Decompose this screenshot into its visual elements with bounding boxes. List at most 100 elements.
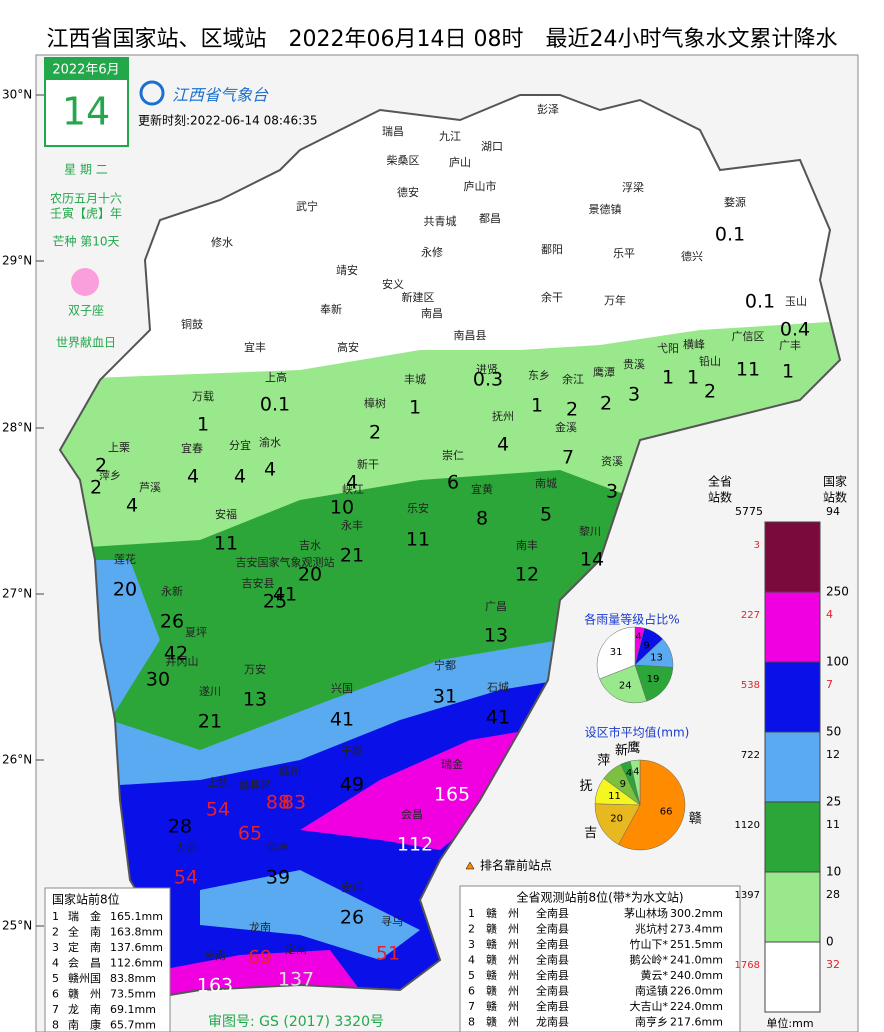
- table-cell: 南迳镇: [635, 984, 668, 998]
- rain-amount: 21: [340, 545, 364, 567]
- place-name: 遂川: [199, 684, 221, 698]
- table-cell: 3: [52, 941, 59, 954]
- table-cell: 300.2mm: [670, 907, 723, 920]
- pie-name: 鹰: [627, 740, 640, 756]
- rain-amount: 8: [476, 508, 488, 530]
- rain-amount: 14: [580, 549, 604, 571]
- place-name: 分宜: [229, 438, 251, 452]
- place-name: 吉水: [299, 539, 321, 552]
- place-name: 鄱阳: [541, 243, 563, 256]
- table-cell: 217.6mm: [670, 1016, 723, 1029]
- place-name: 宜黄: [471, 482, 493, 496]
- pie-name: 萍: [597, 754, 610, 769]
- table-cell: 龙 南: [68, 1003, 101, 1016]
- table-cell: 全南县: [536, 922, 569, 936]
- pie-name: 吉: [584, 826, 597, 841]
- rain-amount: 20: [298, 564, 322, 586]
- national-count: 4: [826, 608, 833, 621]
- place-name: 宜丰: [244, 340, 266, 354]
- rain-amount: 4: [126, 495, 138, 517]
- table-title: 全省观测站前8位(带*为水文站): [517, 890, 684, 905]
- pie-value: 31: [610, 647, 623, 658]
- national-table: [44, 887, 171, 1032]
- table-cell: 鹅公岭*: [630, 953, 669, 967]
- zodiac: 双子座: [68, 303, 104, 318]
- rain-amount: 3: [628, 384, 640, 406]
- national-count: 28: [826, 888, 840, 901]
- place-name: 永新: [161, 584, 183, 598]
- rain-amount: 4: [187, 466, 199, 488]
- pie-value: 66: [660, 807, 673, 818]
- logo-icon: [139, 80, 165, 106]
- table-cell: 瑞 金: [68, 909, 101, 923]
- lunar: 农历五月十六: [50, 192, 122, 206]
- place-name: 定南: [285, 942, 307, 956]
- legend-band: [764, 871, 821, 943]
- table-cell: 224.0mm: [670, 1000, 723, 1013]
- place-name: 芦溪: [139, 481, 161, 494]
- rain-amount: 26: [340, 907, 364, 929]
- table-cell: 全南县: [536, 984, 569, 998]
- place-name: 兴国: [331, 682, 353, 695]
- place-name: 湖口: [481, 140, 503, 153]
- table-cell: 8: [468, 1016, 475, 1029]
- place-name: 莲花: [114, 553, 136, 566]
- place-name: 于都: [341, 745, 363, 758]
- place-name: 安远: [341, 880, 363, 894]
- place-name: 夏坪: [185, 626, 207, 639]
- place-name: 吉安县: [242, 576, 275, 590]
- place-name: 高安: [337, 340, 359, 354]
- table-cell: 1: [52, 910, 59, 923]
- table-cell: 1: [468, 907, 475, 920]
- place-name: 吉安国家气象观测站: [236, 555, 335, 569]
- table-cell: 赣州国: [68, 971, 101, 985]
- table-cell: 273.4mm: [670, 923, 723, 936]
- lat-label: 28°N: [2, 421, 32, 435]
- table-cell: 8: [52, 1019, 59, 1032]
- place-name: 黎川: [579, 524, 601, 538]
- threshold: 50: [826, 725, 841, 739]
- table-cell: 全南县: [536, 968, 569, 982]
- rain-amount: 2: [369, 422, 381, 444]
- table-cell: 83.8mm: [110, 972, 156, 985]
- rain-amount: 26: [160, 611, 184, 633]
- table-cell: 南 康: [68, 1018, 101, 1032]
- province-count: 1768: [735, 960, 760, 971]
- pie-slice: [634, 664, 674, 702]
- table-cell: 5: [468, 969, 475, 982]
- table-cell: 6: [52, 988, 59, 1001]
- table-cell: 112.6mm: [110, 957, 163, 970]
- table-cell: 大吉山*: [630, 999, 669, 1013]
- place-name: 金溪: [555, 420, 577, 434]
- table-cell: 茅山林场: [624, 906, 668, 920]
- place-name: 奉新: [320, 302, 342, 316]
- legend-header: 国家: [823, 474, 847, 489]
- place-name: 渝水: [259, 435, 281, 449]
- rain-amount: 11: [406, 529, 430, 551]
- title: 江西省国家站、区域站 2022年06月14日 08时 最近24小时气象水文累计降…: [47, 27, 838, 52]
- place-name: 瑞金: [441, 757, 463, 771]
- place-name: 瑞昌: [382, 124, 404, 138]
- place-name: 崇仁: [442, 449, 464, 462]
- rain-amount: 0.4: [780, 319, 810, 341]
- place-name: 都昌: [479, 212, 501, 225]
- rain-amount: 10: [330, 497, 354, 519]
- table-cell: 赣 州: [68, 987, 101, 1001]
- national-count: 11: [826, 818, 840, 831]
- place-name: 鹰潭: [593, 365, 615, 379]
- place-name: 信丰: [267, 841, 289, 854]
- place-name: 彭泽: [537, 102, 559, 116]
- rain-amount: 54: [206, 799, 230, 821]
- table-cell: 163.8mm: [110, 926, 163, 939]
- place-name: 上高: [265, 370, 287, 384]
- place-name: 大余: [175, 840, 197, 854]
- table-cell: 2: [52, 926, 59, 939]
- place-name: 井冈山: [166, 654, 199, 668]
- rain-amount: 4: [497, 434, 509, 456]
- lat-label: 29°N: [2, 254, 32, 268]
- rain-amount: 11: [736, 359, 760, 381]
- place-name: 南城: [535, 477, 557, 490]
- pie-slice: [596, 626, 636, 680]
- place-name: 永丰: [341, 518, 363, 532]
